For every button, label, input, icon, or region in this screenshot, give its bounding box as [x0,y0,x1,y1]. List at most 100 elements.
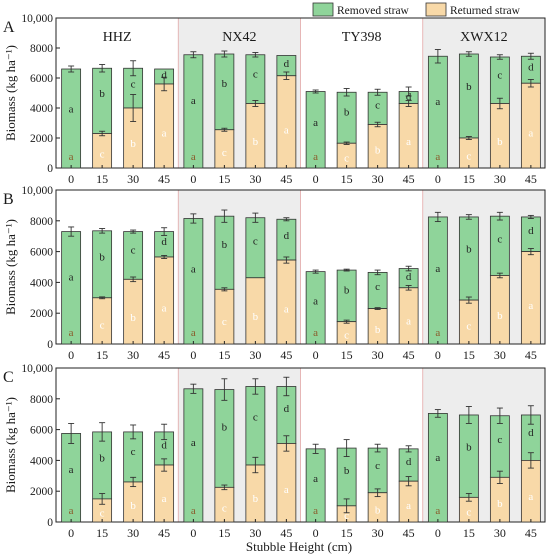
bar-removed [245,217,266,279]
letter-returned: c [466,150,471,162]
letter-returned: b [130,500,136,512]
letter-returned: c [344,510,349,522]
letter-returned: a [69,327,74,339]
letter-removed: d [284,58,290,70]
letter-removed: b [222,239,228,251]
bar-returned [520,251,541,345]
letter-removed: a [435,452,440,464]
x-tick-label: 15 [218,348,230,362]
letter-returned: a [435,505,440,517]
letter-removed: b [344,107,350,119]
y-tick-label: 6000 [30,73,53,85]
letter-returned: b [130,312,136,324]
letter-removed: a [313,473,318,485]
letter-returned: a [69,505,74,517]
letter-returned: b [253,311,259,323]
letter-returned: a [313,151,318,163]
letter-removed: b [99,452,105,464]
letter-returned: a [528,300,533,312]
x-tick-label: 30 [494,526,506,540]
panel-c: 0 2000 4000 6000 8000 10,000 Biomass (kg ha⁻¹)… [3,363,546,540]
letter-returned: c [100,507,105,519]
letter-returned: a [162,128,167,140]
letter-returned: a [406,500,411,512]
panel-a: 0 2000 4000 6000 8000 10,000 Biomass (kg ha⁻¹)… [3,13,546,186]
letter-removed: d [284,230,290,242]
y-tick-label: 8000 [30,43,53,55]
x-tick-label: 0 [313,348,319,362]
letter-removed: b [222,422,228,434]
x-axis-title: Stubble Height (cm) [246,539,352,554]
letter-returned: c [344,153,349,165]
x-tick-label: 30 [127,172,139,186]
bar-returned [520,82,541,169]
letter-removed: a [69,272,74,284]
y-tick-label: 6000 [30,425,53,437]
letter-returned: a [313,327,318,339]
panels: 0 2000 4000 6000 8000 10,000 Biomass (kg ha⁻¹)… [3,13,546,540]
x-tick-label: 15 [341,526,353,540]
x-tick-label: 15 [96,526,108,540]
letter-returned: b [130,138,136,150]
x-tick-label: 30 [249,526,261,540]
bar-removed [458,53,479,139]
bar-removed [458,216,479,301]
letter-removed: c [131,446,136,458]
bar-removed [183,388,204,523]
letter-returned: a [162,302,167,314]
group-name-ty398: TY398 [342,30,382,45]
x-tick-label: 15 [463,526,475,540]
x-tick-label: 0 [435,526,441,540]
letter-removed: c [497,434,502,446]
letter-removed: a [435,263,440,275]
bar-returned [276,443,297,523]
bar-removed [489,415,510,478]
bar-returned [154,256,175,345]
panel-letter: B [3,191,14,208]
letter-removed: d [161,236,167,248]
letter-returned: c [222,316,227,328]
letter-removed: c [497,234,502,246]
panel-letter: A [3,19,15,36]
x-tick-label: 30 [127,526,139,540]
y-tick-label: 4000 [30,277,53,289]
letter-removed: a [435,96,440,108]
letter-removed: c [375,281,380,293]
x-tick-label: 15 [341,348,353,362]
letter-returned: b [253,493,259,505]
letter-removed: a [313,117,318,129]
x-tick-label: 0 [68,526,74,540]
y-tick-label: 4000 [30,455,53,467]
x-tick-label: 15 [463,348,475,362]
x-tick-label: 0 [313,172,319,186]
letter-removed: d [406,456,412,468]
x-tick-label: 45 [525,348,537,362]
y-tick-label: 10,000 [21,363,53,375]
bar-removed [92,67,113,134]
letter-returned: b [375,324,381,336]
bar-returned [154,83,175,169]
letter-returned: b [253,136,259,148]
bar-removed [245,386,266,466]
letter-removed: b [466,81,472,93]
x-tick-label: 0 [435,348,441,362]
letter-returned: a [69,151,74,163]
letter-returned: b [497,310,503,322]
y-tick-label: 10,000 [21,13,53,25]
letter-returned: a [528,491,533,503]
y-tick-label: 10,000 [21,185,53,197]
letter-returned: c [222,502,227,514]
x-tick-label: 30 [494,172,506,186]
y-axis-title: Biomass (kg ha⁻¹) [3,397,18,493]
letter-removed: b [466,441,472,453]
x-tick-label: 15 [96,348,108,362]
panel-letter: C [3,369,14,386]
x-tick-label: 0 [313,526,319,540]
letter-removed: a [69,104,74,116]
letter-removed: b [222,78,228,90]
letter-removed: d [284,403,290,415]
letter-removed: c [253,68,258,80]
x-tick-label: 45 [158,526,170,540]
letter-removed: c [497,70,502,82]
